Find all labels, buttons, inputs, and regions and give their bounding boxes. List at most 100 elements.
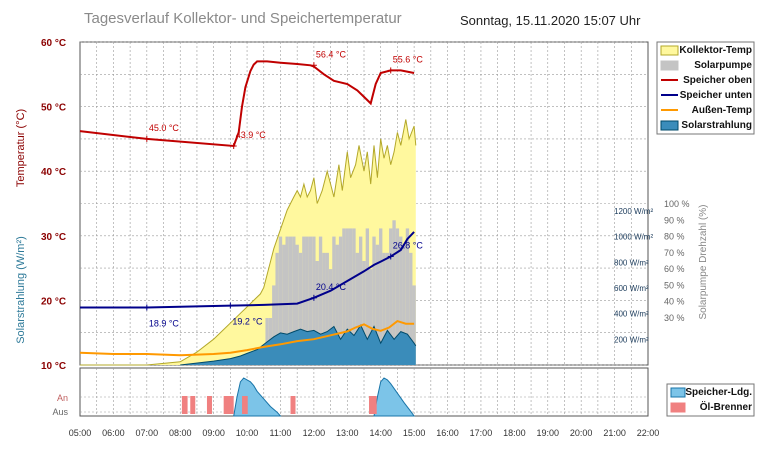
legend-swatch bbox=[670, 387, 686, 398]
temperature-tick-label: 20 °C bbox=[41, 296, 66, 307]
speicher-unten-line bbox=[80, 231, 415, 309]
radiation-tick-label: 600 W/m² bbox=[614, 284, 649, 293]
solarpumpe-bar bbox=[365, 228, 370, 365]
legend-entry: Kollektor-Temp bbox=[679, 45, 752, 56]
temperature-tick-label: 30 °C bbox=[41, 232, 66, 243]
x-tick-label: 14:00 bbox=[369, 428, 392, 438]
solarpumpe-bar bbox=[352, 228, 356, 365]
radiation-tick-label: 800 W/m² bbox=[614, 258, 649, 267]
solarstrahlung-line bbox=[180, 324, 417, 366]
legend-swatch bbox=[660, 60, 679, 71]
solarpumpe-bar bbox=[278, 236, 283, 365]
solarpumpe-bar bbox=[295, 244, 299, 365]
solarpumpe-bar bbox=[308, 236, 313, 365]
solarpumpe-bar bbox=[405, 228, 410, 365]
solarpumpe-bar bbox=[298, 252, 303, 365]
solarpumpe-bar bbox=[412, 285, 416, 365]
solarpumpe-bar bbox=[382, 252, 386, 365]
pump-tick-label: 30 % bbox=[664, 313, 685, 323]
data-label: 20.4 °C bbox=[316, 282, 347, 292]
x-tick-label: 20:00 bbox=[570, 428, 593, 438]
data-label: 26.8 °C bbox=[393, 240, 424, 250]
x-tick-label: 11:00 bbox=[270, 428, 292, 438]
data-label: 45.0 °C bbox=[149, 123, 180, 133]
x-tick-label: 22:00 bbox=[637, 428, 660, 438]
x-tick-label: 18:00 bbox=[503, 428, 526, 438]
solarpumpe-bar bbox=[325, 252, 329, 365]
solarpumpe-bar bbox=[292, 236, 296, 365]
data-label: 55.6 °C bbox=[393, 54, 424, 64]
radiation-tick-label: 400 W/m² bbox=[614, 310, 649, 319]
x-tick-label: 15:00 bbox=[403, 428, 426, 438]
x-tick-label: 13:00 bbox=[336, 428, 359, 438]
au-en-temp-line bbox=[79, 319, 415, 357]
oel-brenner-bar bbox=[369, 396, 377, 414]
chart-date: Sonntag, 15.11.2020 15:07 Uhr bbox=[460, 13, 641, 28]
solarpumpe-bar bbox=[275, 252, 279, 365]
pump-tick-label: 100 % bbox=[664, 199, 690, 209]
solarstrahlung-area bbox=[180, 325, 416, 365]
pump-tick-label: 80 % bbox=[664, 232, 685, 242]
speicher-oben-line bbox=[79, 60, 415, 148]
solarpumpe-bar bbox=[338, 236, 343, 365]
solarpumpe-bar bbox=[288, 236, 293, 365]
oel-brenner-bar bbox=[181, 396, 188, 414]
solarpumpe-bar bbox=[385, 252, 390, 365]
radiation-tick-label: 1200 W/m² bbox=[614, 207, 653, 216]
solarpumpe-bar bbox=[348, 228, 353, 365]
pump-axis-title: Solarpumpe Drehzahl (%) bbox=[698, 204, 709, 319]
data-label: 56.4 °C bbox=[316, 49, 347, 59]
solarpumpe-bar bbox=[345, 228, 349, 365]
oel-brenner-bar bbox=[290, 396, 296, 414]
x-tick-label: 07:00 bbox=[136, 428, 159, 438]
legend-entry: Öl-Brenner bbox=[700, 400, 752, 413]
oel-brenner-bar bbox=[223, 396, 234, 414]
legend-entry: Solarstrahlung bbox=[681, 120, 752, 131]
radiation-tick-label: 1000 W/m² bbox=[614, 233, 653, 242]
oel-brenner-bar bbox=[242, 396, 248, 414]
x-tick-label: 08:00 bbox=[169, 428, 192, 438]
legend-box bbox=[656, 41, 755, 135]
x-tick-label: 09:00 bbox=[202, 428, 225, 438]
x-tick-label: 06:00 bbox=[102, 428, 125, 438]
solarpumpe-bar bbox=[395, 228, 400, 365]
legend-entry: Speicher unten bbox=[680, 90, 752, 101]
legend-swatch bbox=[660, 120, 679, 131]
legend-swatch bbox=[660, 45, 679, 56]
legend-entry: Solarpumpe bbox=[694, 60, 752, 71]
solarpumpe-bar bbox=[285, 236, 289, 365]
pump-tick-label: 50 % bbox=[664, 280, 685, 290]
legend-entry: Speicher-Ldg. bbox=[685, 387, 752, 398]
solarpumpe-bar bbox=[399, 236, 403, 365]
solarpumpe-bar bbox=[375, 244, 380, 365]
radiation-axis-title: Solarstrahlung (W/m²) bbox=[15, 236, 27, 344]
solarpumpe-bar bbox=[372, 236, 376, 365]
pump-tick-label: 40 % bbox=[664, 297, 685, 307]
x-tick-label: 17:00 bbox=[470, 428, 493, 438]
solarpumpe-bar bbox=[332, 236, 336, 365]
solarpumpe-bar bbox=[369, 269, 373, 365]
pump-tick-label: 70 % bbox=[664, 248, 685, 258]
chart-title: Tagesverlauf Kollektor- und Speichertemp… bbox=[84, 10, 402, 27]
solarpumpe-bar bbox=[272, 285, 276, 365]
status-label: An bbox=[57, 393, 68, 403]
x-tick-label: 19:00 bbox=[536, 428, 559, 438]
solarpumpe-bar bbox=[355, 252, 359, 365]
data-label: 43.9 °C bbox=[236, 130, 267, 140]
solarpumpe-bar bbox=[358, 236, 363, 365]
data-label: 19.2 °C bbox=[232, 317, 263, 327]
solarpumpe-bar bbox=[335, 244, 339, 365]
x-tick-label: 05:00 bbox=[69, 428, 92, 438]
solarpumpe-bar bbox=[362, 261, 366, 365]
x-tick-label: 16:00 bbox=[436, 428, 459, 438]
temperature-tick-label: 10 °C bbox=[41, 361, 66, 372]
solarpumpe-bar bbox=[409, 252, 413, 365]
solarpumpe-bar bbox=[342, 228, 346, 365]
oel-brenner-bar bbox=[206, 396, 212, 414]
speicher-ldg-area bbox=[373, 377, 416, 417]
solarpumpe-bar bbox=[328, 269, 333, 365]
x-tick-label: 10:00 bbox=[236, 428, 259, 438]
solarpumpe-bar bbox=[389, 228, 393, 365]
solarpumpe-bar bbox=[315, 261, 319, 365]
